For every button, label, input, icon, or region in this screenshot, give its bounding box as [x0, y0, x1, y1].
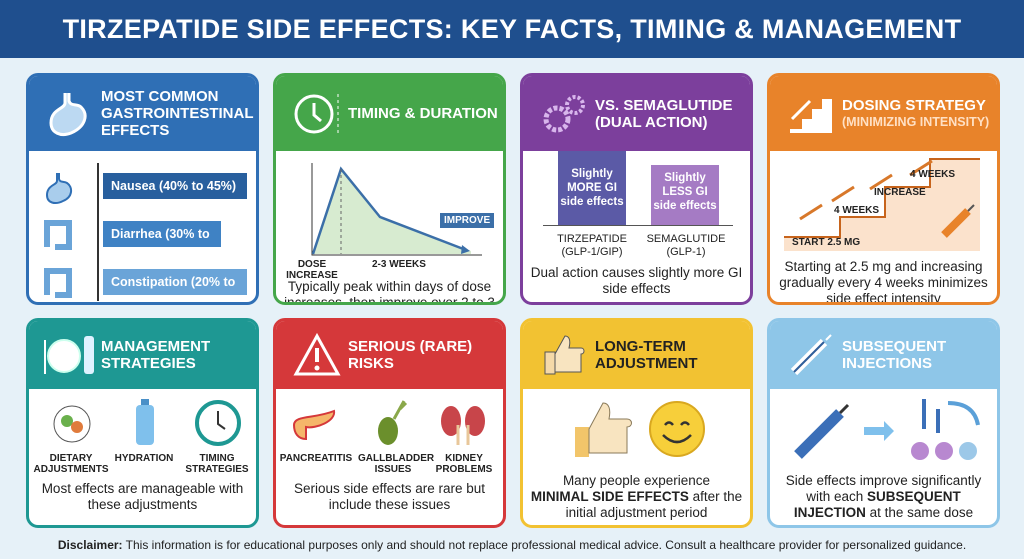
warning-icon — [286, 332, 348, 378]
management-text: Most effects are manageable with these a… — [41, 481, 244, 512]
label-hydration: HYDRATION — [114, 453, 174, 464]
card-title: VS. SEMAGLUTIDE (DUAL ACTION) — [595, 96, 733, 131]
stomach-icon — [39, 89, 101, 139]
card-management: MANAGEMENT STRATEGIES DIETARY ADJUSTMENT… — [26, 318, 259, 528]
gears-icon — [533, 91, 595, 137]
intestine-icon — [41, 217, 75, 258]
bar-constipation: Constipation (20% to 25%) — [103, 269, 247, 302]
timing-text: Typically peak within days of dose incre… — [284, 279, 495, 305]
card-title: MOST COMMON GASTROINTESTINAL EFFECTS — [101, 88, 254, 139]
thumbs-up-icon — [533, 332, 595, 378]
card-timing: TIMING & DURATION IMPROVE DOSE INCREASE … — [273, 73, 506, 305]
label-gallbladder: GALLBLADDER ISSUES — [358, 453, 435, 475]
stairs-icon — [780, 91, 842, 137]
card-gi-effects: MOST COMMON GASTROINTESTINAL EFFECTS Nau… — [26, 73, 259, 305]
card-injections: SUBSEQUENT INJECTIONS Side effects impro… — [767, 318, 1000, 528]
improving-faces-icon — [908, 395, 988, 470]
bar-diarrhea: Diarrhea (30% to 35%) — [103, 221, 221, 267]
plate-bottle-icon — [39, 330, 101, 380]
tirzepatide-label: TIRZEPATIDE (GLP-1/GIP) — [557, 233, 627, 258]
step-start: START 2.5 MG — [792, 237, 861, 248]
card-semaglutide: VS. SEMAGLUTIDE (DUAL ACTION) Slightly M… — [520, 73, 753, 305]
longterm-text: Many people experience MINIMAL SIDE EFFEC… — [530, 473, 743, 520]
gallbladder-icon — [372, 399, 412, 454]
card-title: MANAGEMENT STRATEGIES — [101, 338, 211, 372]
dietary-icon — [47, 401, 97, 452]
thumbs-up-icon — [573, 399, 637, 466]
dosing-text: Starting at 2.5 mg and increasing gradua… — [779, 259, 988, 305]
semaglutide-label: SEMAGLUTIDE (GLP-1) — [646, 233, 726, 258]
card-title: DOSING STRATEGY — [842, 96, 986, 114]
injection-pen-icon — [792, 401, 852, 466]
dose-staircase — [784, 158, 980, 251]
semaglutide-text: Dual action causes slightly more GI side… — [530, 265, 743, 296]
label-pancreatitis: PANCREATITIS — [279, 453, 353, 464]
arrow-right-icon — [862, 419, 896, 448]
step-increase: INCREASE — [874, 187, 926, 198]
tirzepatide-box: Slightly MORE GI side effects — [558, 151, 626, 225]
card-title: TIMING & DURATION — [348, 105, 498, 122]
card-risks: SERIOUS (RARE) RISKS PANCREATITIS GALLBL… — [273, 318, 506, 528]
step-weeks-2: 4 WEEKS — [910, 169, 956, 180]
injections-text: Side effects improve significantly with … — [785, 473, 982, 520]
syringe-icon — [938, 201, 978, 246]
clock-icon — [286, 89, 348, 139]
injection-pen-icon — [780, 332, 842, 378]
timing-curve — [311, 163, 482, 256]
bar-nausea: Nausea (40% to 45%) — [103, 173, 247, 199]
risks-text: Serious side effects are rare but includ… — [293, 481, 486, 512]
x-label-dose-increase: DOSE INCREASE — [286, 259, 338, 281]
step-weeks-1: 4 WEEKS — [834, 205, 880, 216]
card-title: SERIOUS (RARE) RISKS — [348, 338, 473, 372]
semaglutide-box: Slightly LESS GI side effects — [651, 165, 719, 225]
card-longterm: LONG-TERM ADJUSTMENT Many people experie… — [520, 318, 753, 528]
disclaimer: Disclaimer: This information is for educ… — [57, 538, 967, 552]
x-label-weeks: 2-3 WEEKS — [372, 259, 426, 270]
pancreas-icon — [290, 405, 338, 450]
clock-icon — [194, 399, 242, 452]
card-title: SUBSEQUENT INJECTIONS — [842, 338, 947, 372]
label-kidney: KIDNEY PROBLEMS — [435, 453, 493, 475]
intestine-icon — [41, 265, 75, 302]
card-subtitle: (MINIMIZING INTENSITY) — [842, 114, 990, 129]
label-dietary: DIETARY ADJUSTMENTS — [33, 453, 109, 475]
card-dosing: DOSING STRATEGY (MINIMIZING INTENSITY) ST… — [767, 73, 1000, 305]
water-bottle-icon — [133, 397, 157, 452]
card-title: LONG-TERM ADJUSTMENT — [595, 338, 698, 372]
smiley-icon — [647, 399, 707, 464]
stomach-icon — [43, 171, 77, 210]
label-timing: TIMING STRATEGIES — [185, 453, 249, 475]
improve-tag: IMPROVE — [440, 213, 495, 228]
page-title: TIRZEPATIDE SIDE EFFECTS: KEY FACTS, TIM… — [0, 0, 1024, 58]
kidney-icon — [438, 401, 488, 452]
